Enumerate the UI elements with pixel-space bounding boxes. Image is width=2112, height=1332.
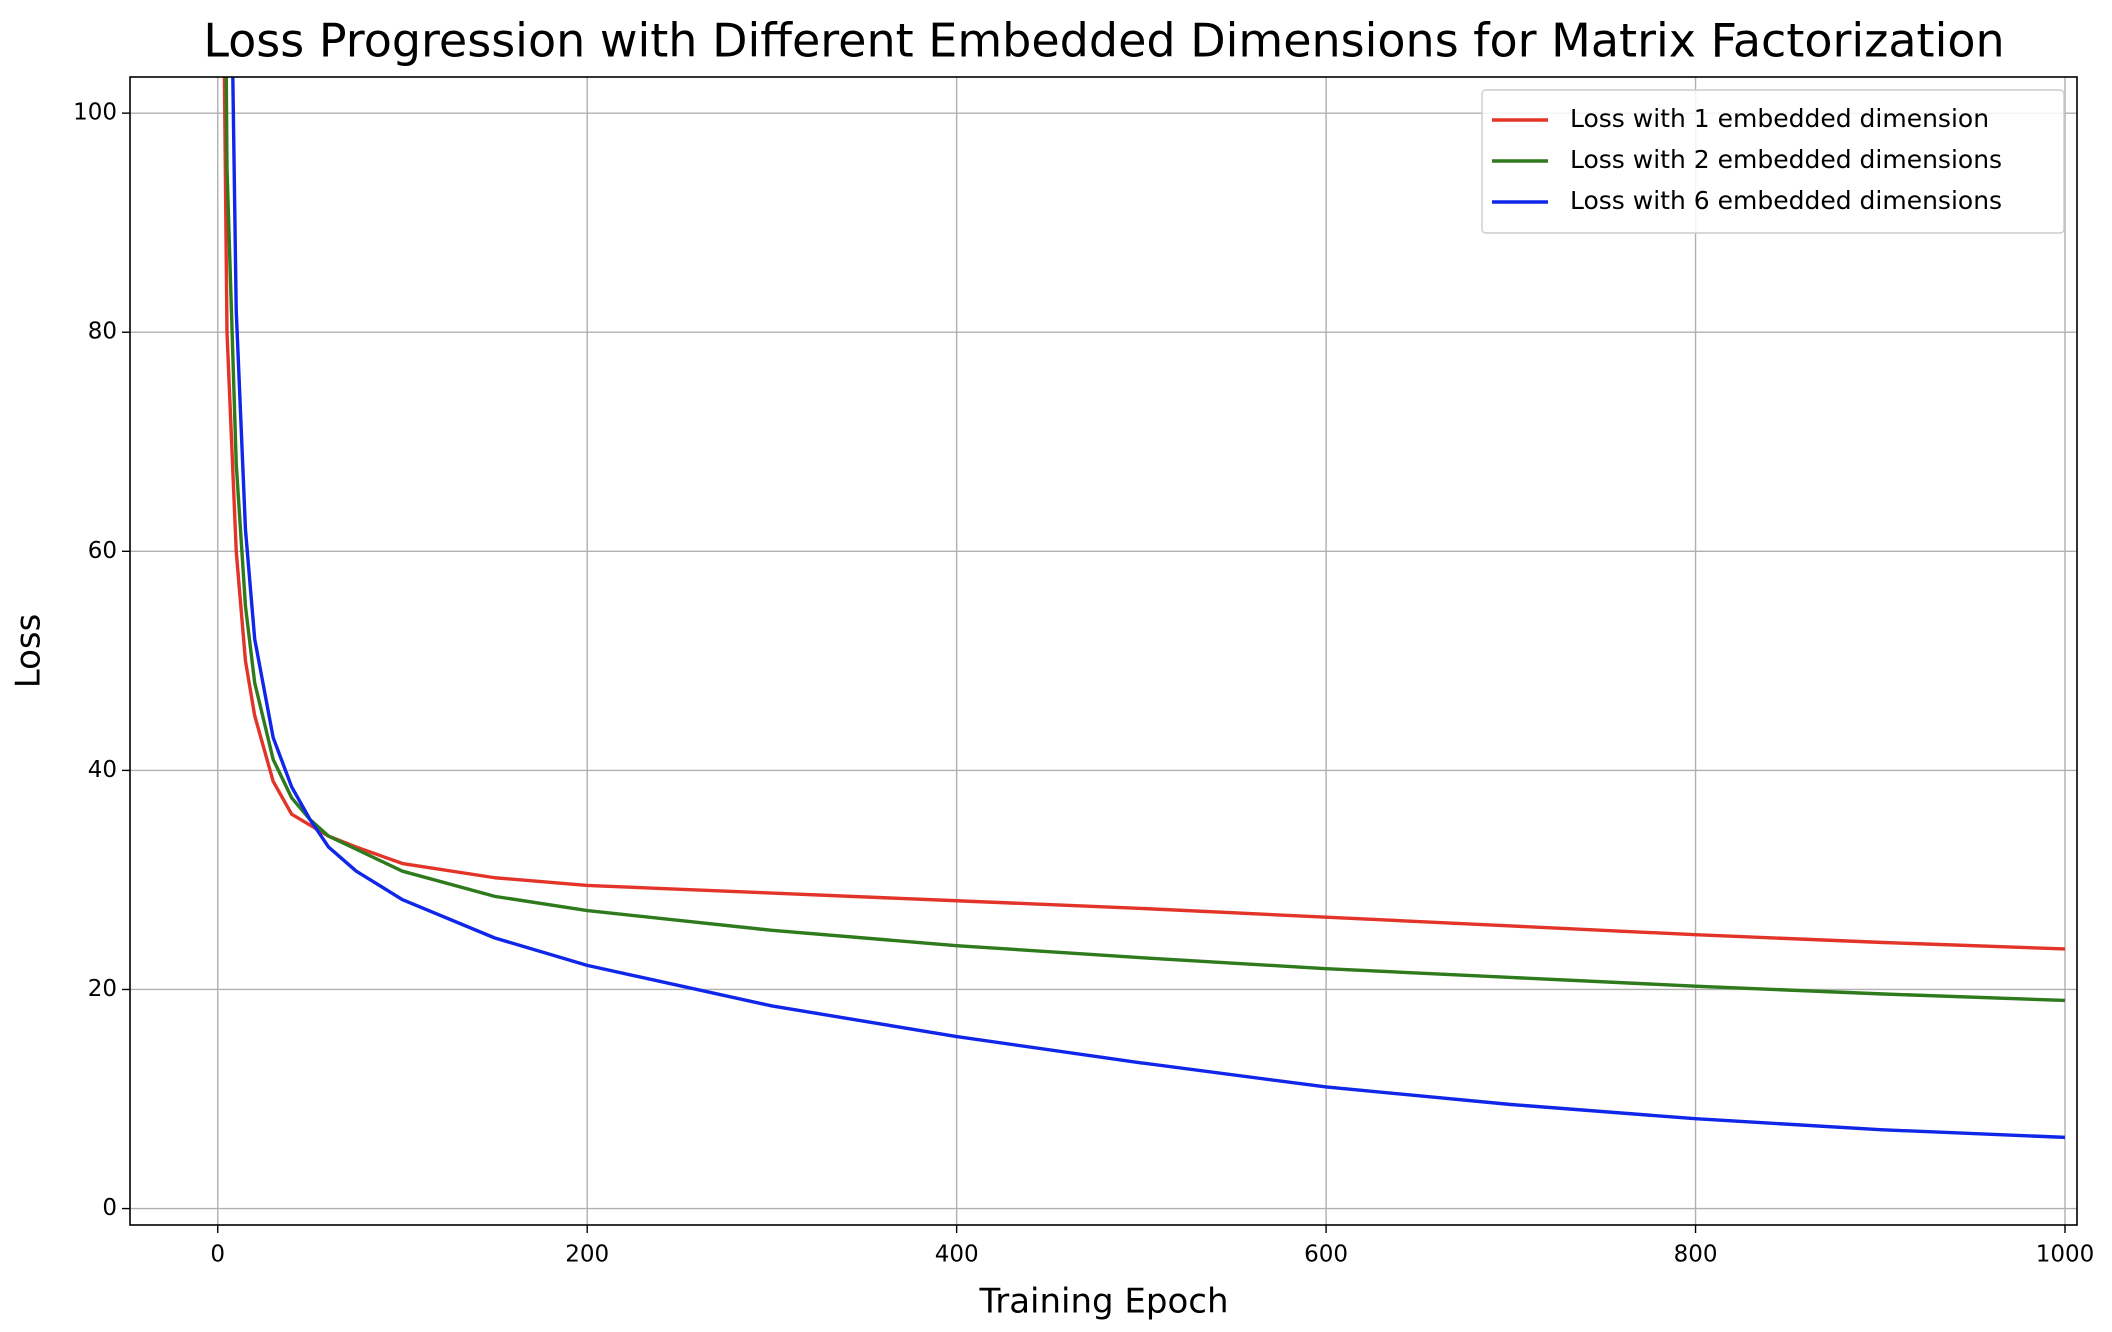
x-tick-label: 600 <box>1304 1242 1348 1268</box>
line-series <box>224 77 2066 1003</box>
legend-box <box>1481 89 2065 234</box>
y-tick-label: 20 <box>88 976 117 1002</box>
legend-label: Loss with 2 embedded dimensions <box>1570 145 2002 174</box>
y-tick-label: 0 <box>102 1195 117 1221</box>
y-tick-label: 60 <box>88 538 117 564</box>
legend-label: Loss with 1 embedded dimension <box>1570 104 1989 133</box>
line-series <box>231 77 2066 1140</box>
y-tick-label: 40 <box>88 757 117 783</box>
plot-frame <box>129 76 2078 1226</box>
x-tick-label: 400 <box>935 1242 979 1268</box>
legend-label: Loss with 6 embedded dimensions <box>1570 186 2002 215</box>
x-tick-label: 0 <box>210 1242 225 1268</box>
x-tick-label: 200 <box>565 1242 609 1268</box>
y-tick-label: 80 <box>88 319 117 345</box>
y-tick-label: 100 <box>73 100 117 126</box>
x-tick-label: 800 <box>1674 1242 1718 1268</box>
x-axis-label: Training Epoch <box>978 1282 1228 1322</box>
plot-area <box>222 77 2066 1140</box>
line-series <box>222 77 2066 951</box>
y-axis-label: Loss <box>9 614 49 689</box>
x-tick-label: 1000 <box>2036 1242 2095 1268</box>
chart-title: Loss Progression with Different Embedded… <box>203 14 2004 68</box>
